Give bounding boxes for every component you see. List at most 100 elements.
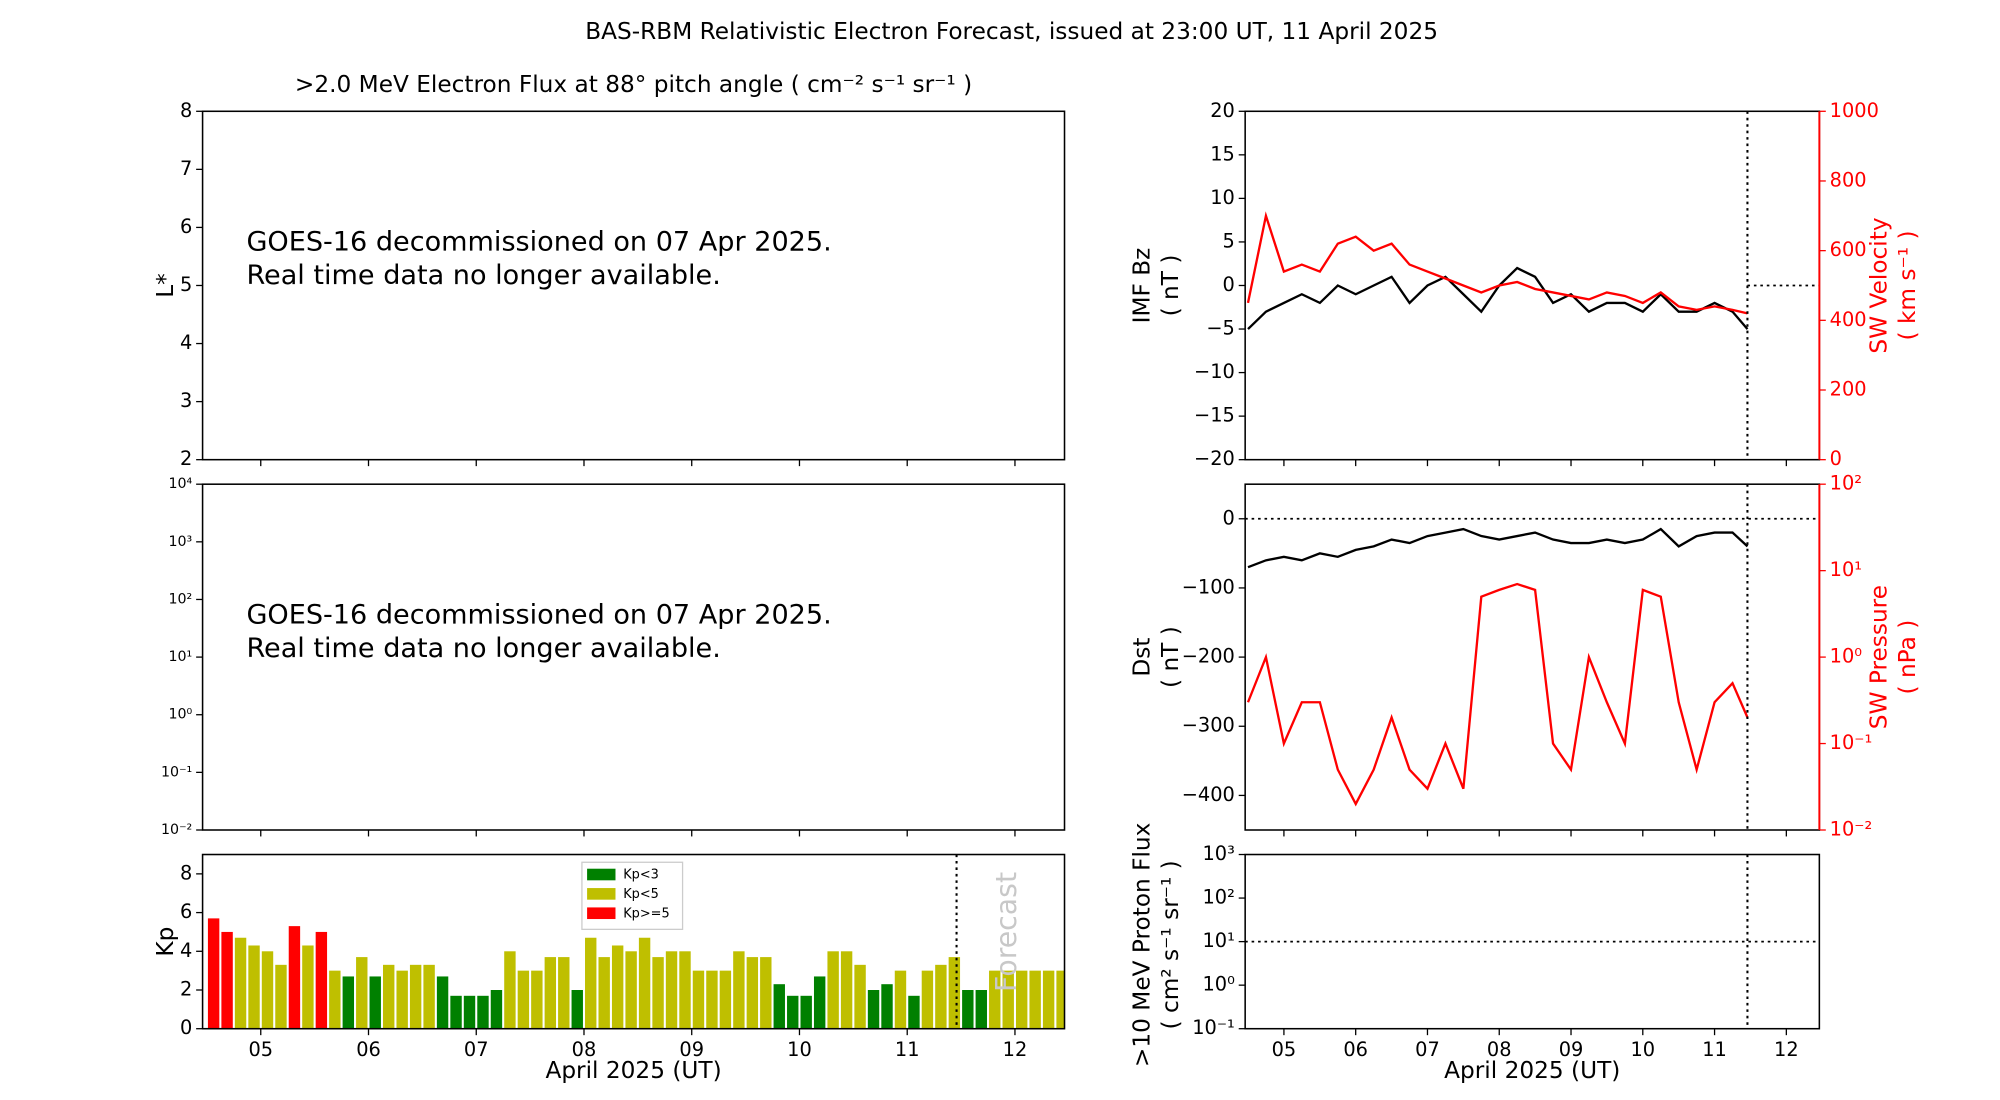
bar <box>1042 970 1055 1029</box>
x-tick-label: 12 <box>1003 1038 1028 1061</box>
y-tick-label: 10⁻² <box>161 822 192 838</box>
y-tick-label: 8 <box>180 861 192 884</box>
bar <box>935 964 947 1029</box>
y-axis-label: ( nT ) <box>1157 255 1184 317</box>
bar <box>638 937 651 1029</box>
bar <box>558 957 570 1029</box>
legend-label: Kp>=5 <box>623 906 669 921</box>
y-axis-label: ( nT ) <box>1157 626 1184 688</box>
bar <box>288 926 301 1029</box>
y2-tick-label: 800 <box>1830 168 1867 191</box>
y-tick-label: 10² <box>169 591 193 607</box>
x-tick-label: 11 <box>1702 1038 1727 1061</box>
bar <box>261 951 274 1029</box>
bar <box>665 951 678 1029</box>
y-tick-label: 10⁻¹ <box>161 764 192 780</box>
y-tick-label: 7 <box>180 157 192 180</box>
y2-tick-label: 10⁻¹ <box>1830 731 1873 754</box>
x-tick-label: 12 <box>1774 1038 1799 1061</box>
bar <box>1056 970 1065 1029</box>
y-tick-label: −200 <box>1182 645 1235 668</box>
bar <box>827 951 839 1029</box>
bar <box>1015 970 1028 1029</box>
plot-frame <box>1244 483 1821 831</box>
y-tick-label: 8 <box>180 99 192 122</box>
bar <box>463 995 476 1029</box>
bar <box>504 951 516 1029</box>
legend-label: Kp<5 <box>623 887 659 902</box>
y-axis-label: >10 MeV Proton Flux <box>1129 823 1156 1067</box>
y-tick-label: 10² <box>1202 886 1234 909</box>
bar <box>396 970 408 1029</box>
y-tick-label: 10 <box>1210 186 1235 209</box>
bar <box>409 964 422 1029</box>
y-tick-label: 10³ <box>1202 842 1234 865</box>
y-tick-label: −100 <box>1182 575 1235 598</box>
x-tick-label: 08 <box>572 1038 597 1061</box>
bar <box>719 970 732 1029</box>
plot-area <box>1246 527 1749 807</box>
y-tick-label: 0 <box>1223 506 1235 529</box>
x-tick-label: 07 <box>464 1038 489 1061</box>
y-axis-label: L* <box>152 273 179 298</box>
x-axis-label: April 2025 (UT) <box>1444 1057 1620 1084</box>
x-tick-label: 11 <box>895 1038 920 1061</box>
plot-frame <box>201 110 1066 461</box>
y-tick-label: −400 <box>1182 783 1235 806</box>
y-axis-label: ( cm² s⁻¹ sr⁻¹ ) <box>1157 860 1184 1029</box>
y-tick-label: 4 <box>180 939 192 962</box>
plot-frame <box>201 853 1066 1030</box>
y-tick-label: −15 <box>1194 404 1235 427</box>
x-tick-label: 06 <box>356 1038 381 1061</box>
plot-frame <box>1244 110 1821 461</box>
bar <box>517 970 530 1029</box>
bar <box>356 957 368 1029</box>
bar <box>894 970 907 1029</box>
plot-frame <box>201 483 1066 831</box>
y-tick-label: 10⁰ <box>169 707 193 723</box>
bar <box>450 995 462 1029</box>
bar <box>975 990 987 1029</box>
bar <box>329 970 341 1029</box>
bar <box>598 957 610 1029</box>
y-tick-label: 20 <box>1210 99 1235 122</box>
y-tick-label: 2 <box>180 978 192 1001</box>
y-axis-label: Dst <box>1129 638 1156 677</box>
bar <box>207 918 220 1029</box>
x-tick-label: 10 <box>1630 1038 1655 1061</box>
y-tick-label: −300 <box>1182 714 1235 737</box>
y2-tick-label: 600 <box>1830 238 1867 261</box>
bar <box>733 951 745 1029</box>
message: Real time data no longer available. <box>246 260 720 291</box>
bar <box>881 984 893 1029</box>
bar <box>962 990 974 1029</box>
y-tick-label: 10¹ <box>169 649 193 665</box>
y-tick-label: 10³ <box>169 534 193 550</box>
y-tick-label: 10¹ <box>1202 929 1234 952</box>
y-tick-label: −5 <box>1206 317 1235 340</box>
y2-tick-label: 200 <box>1830 378 1867 401</box>
y-tick-label: 3 <box>180 389 192 412</box>
y-tick-label: 5 <box>1223 229 1235 252</box>
series-line <box>1246 211 1748 315</box>
figure-title: BAS-RBM Relativistic Electron Forecast, … <box>585 18 1438 45</box>
series-line <box>1246 582 1749 807</box>
x-tick-label: 09 <box>1559 1038 1584 1061</box>
legend-swatch <box>587 888 616 900</box>
bar <box>248 945 260 1029</box>
plot-area <box>1246 211 1749 330</box>
series-line <box>1247 527 1749 569</box>
bar <box>369 976 381 1029</box>
y-tick-label: 10⁴ <box>169 476 193 492</box>
y2-tick-label: 10¹ <box>1830 558 1862 581</box>
legend-swatch <box>587 907 616 920</box>
plot-frame <box>1244 853 1821 1030</box>
bar <box>948 957 961 1029</box>
bar <box>760 957 772 1029</box>
bar <box>383 964 395 1029</box>
bar <box>692 970 705 1029</box>
bar <box>989 970 1001 1029</box>
panel-title: >2.0 MeV Electron Flux at 88° pitch angl… <box>295 71 972 98</box>
y-tick-label: 6 <box>180 215 192 238</box>
y2-tick-label: 10⁻² <box>1830 818 1873 841</box>
